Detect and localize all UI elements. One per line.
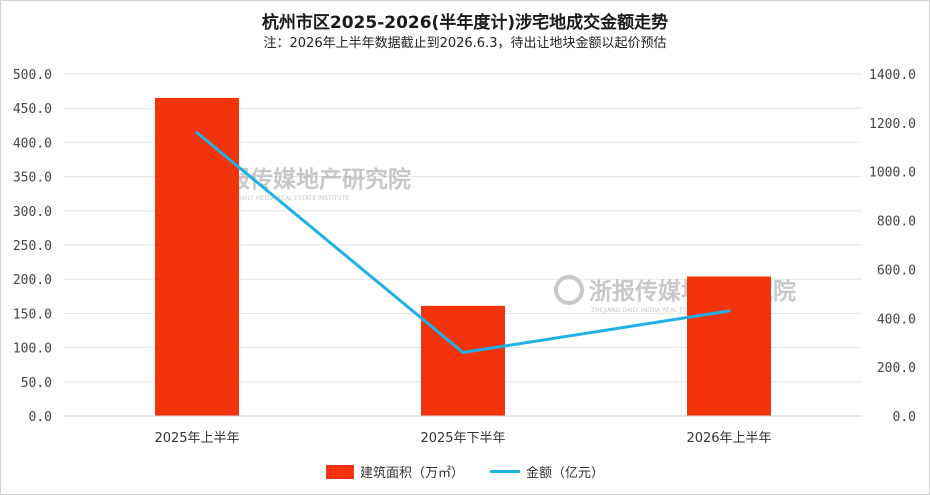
line-point bbox=[461, 350, 465, 354]
y-left-tick-label: 250.0 bbox=[13, 239, 52, 254]
line-point bbox=[195, 131, 199, 135]
y-right-tick-label: 400.0 bbox=[877, 312, 916, 327]
y-right-tick-label: 200.0 bbox=[877, 361, 916, 376]
y-right-tick-label: 800.0 bbox=[877, 215, 916, 230]
y-left-tick-label: 200.0 bbox=[13, 273, 52, 288]
y-right-tick-label: 600.0 bbox=[877, 263, 916, 278]
y-left-tick-label: 400.0 bbox=[13, 136, 52, 151]
watermark-subtext: ZHEJIANG DAILY MEDIA REAL ESTATE INSTITU… bbox=[591, 307, 734, 314]
x-tick-label: 2025年上半年 bbox=[154, 431, 239, 446]
y-left-tick-label: 150.0 bbox=[13, 307, 52, 322]
bar bbox=[687, 276, 771, 416]
y-left-tick-label: 50.0 bbox=[21, 376, 52, 391]
y-left-tick-label: 500.0 bbox=[13, 68, 52, 83]
bar bbox=[155, 97, 239, 416]
line-point bbox=[727, 309, 731, 313]
y-left-tick-label: 0.0 bbox=[29, 410, 52, 425]
legend-label-amount: 金额（亿元） bbox=[526, 466, 605, 481]
legend-label-area: 建筑面积（万㎡） bbox=[359, 466, 464, 481]
y-right-tick-label: 0.0 bbox=[893, 410, 916, 425]
bar bbox=[421, 305, 505, 416]
x-tick-label: 2025年下半年 bbox=[420, 431, 505, 446]
y-left-tick-label: 300.0 bbox=[13, 205, 52, 220]
chart-subtitle: 注：2026年上半年数据截止到2026.6.3，待出让地块金额以起价预估 bbox=[263, 36, 667, 51]
legend-item-amount[interactable]: 金额（亿元） bbox=[490, 462, 604, 481]
y-left-tick-label: 350.0 bbox=[13, 171, 52, 186]
y-right-tick-label: 1000.0 bbox=[869, 166, 916, 181]
y-left-tick-label: 450.0 bbox=[13, 102, 52, 117]
y-right-tick-label: 1200.0 bbox=[869, 117, 916, 132]
chart-title: 杭州市区2025-2026(半年度计)涉宅地成交金额走势 bbox=[261, 13, 669, 33]
y-left-tick-label: 100.0 bbox=[13, 342, 52, 357]
x-tick-label: 2026年上半年 bbox=[686, 431, 771, 446]
chart-legend: 建筑面积（万㎡） 金额（亿元） bbox=[0, 462, 930, 481]
y-right-tick-label: 1400.0 bbox=[869, 68, 916, 83]
legend-swatch-bar bbox=[325, 464, 354, 479]
legend-item-area[interactable]: 建筑面积（万㎡） bbox=[325, 462, 464, 481]
legend-swatch-line bbox=[490, 470, 520, 473]
